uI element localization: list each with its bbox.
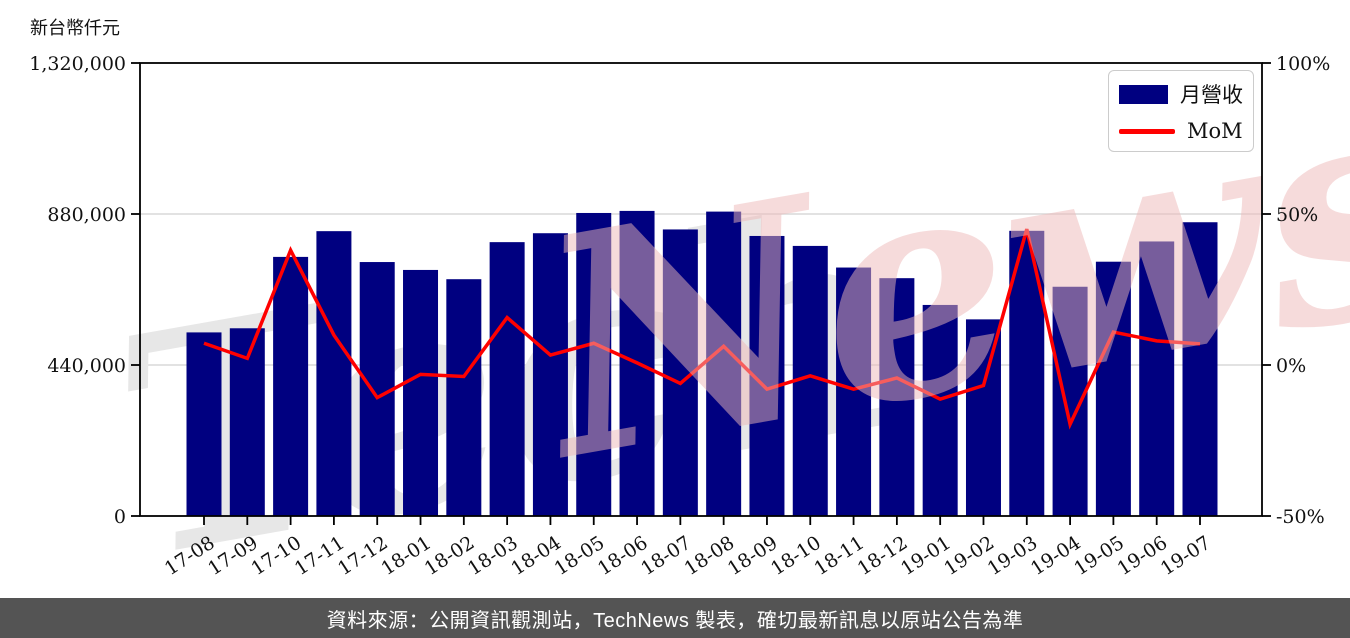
x-axis-tick-label: 17-08 — [161, 532, 219, 580]
legend-label-revenue: 月營收 — [1180, 83, 1243, 107]
x-axis-tick-label: 18-07 — [637, 532, 695, 580]
revenue-bar — [1095, 261, 1131, 516]
right-axis-tick-label: 0% — [1276, 355, 1306, 377]
revenue-bar — [489, 242, 525, 516]
revenue-bar — [706, 211, 742, 517]
x-axis-tick-label: 18-01 — [377, 532, 435, 580]
source-footer-text: 資料來源：公開資訊觀測站，TechNews 製表，確切最新訊息以原站公告為準 — [326, 609, 1024, 632]
revenue-bar — [879, 278, 915, 516]
x-axis-tick-label: 18-05 — [551, 532, 609, 580]
x-axis-tick-label: 19-06 — [1113, 532, 1171, 580]
x-axis-tick-label: 18-12 — [854, 532, 912, 580]
x-axis-tick-label: 17-11 — [291, 532, 349, 580]
revenue-bar — [576, 212, 612, 516]
x-axis-tick-label: 17-10 — [247, 532, 305, 580]
left-axis-unit-label: 新台幣仟元 — [30, 18, 120, 39]
left-axis-tick-label: 880,000 — [47, 204, 126, 226]
revenue-bar — [446, 279, 482, 516]
left-axis-tick-label: 1,320,000 — [29, 53, 126, 75]
x-axis-tick-label: 17-09 — [204, 532, 262, 580]
x-axis-tick-label: 18-02 — [421, 532, 479, 580]
legend-item-mom: MoM — [1119, 119, 1243, 143]
x-axis-tick-label: 19-01 — [897, 532, 955, 580]
revenue-bar — [1139, 241, 1175, 517]
revenue-bar — [359, 262, 395, 516]
revenue-bar — [403, 269, 439, 516]
x-axis-tick-label: 18-10 — [767, 532, 825, 580]
x-axis-tick-label: 18-11 — [810, 532, 868, 580]
x-axis-tick-label: 18-04 — [507, 532, 565, 580]
x-axis-tick-label: 17-12 — [334, 532, 392, 580]
x-axis-tick-label: 18-03 — [464, 532, 522, 580]
source-footer: 資料來源：公開資訊觀測站，TechNews 製表，確切最新訊息以原站公告為準 — [0, 598, 1350, 638]
left-axis-tick-label: 0 — [114, 506, 126, 528]
mom-line-swatch — [1119, 128, 1175, 134]
mom-line — [203, 228, 1201, 430]
right-axis-tick-label: 100% — [1276, 53, 1330, 75]
x-axis-tick-label: 19-07 — [1157, 532, 1215, 580]
x-axis-tick-label: 18-09 — [724, 532, 782, 580]
x-axis-tick-label: 19-03 — [984, 532, 1042, 580]
x-axis-tick-label: 19-05 — [1070, 532, 1128, 580]
revenue-bar — [836, 267, 872, 516]
revenue-bar — [273, 256, 309, 516]
right-axis-tick-label: 50% — [1276, 204, 1318, 226]
revenue-bar — [316, 231, 352, 516]
revenue-bar — [965, 319, 1001, 516]
revenue-bar-swatch — [1119, 84, 1168, 104]
x-axis-tick-label: 19-02 — [940, 532, 998, 580]
revenue-bar — [922, 304, 958, 516]
right-axis-tick-label: -50% — [1276, 506, 1325, 528]
legend: 月營收 MoM — [1108, 70, 1254, 152]
x-axis-tick-label: 19-04 — [1027, 532, 1085, 580]
revenue-bar — [532, 233, 568, 516]
legend-label-mom: MoM — [1187, 119, 1243, 143]
left-axis-tick-label: 440,000 — [47, 355, 126, 377]
legend-item-revenue: 月營收 — [1119, 79, 1243, 109]
x-axis-tick-label: 18-06 — [594, 532, 652, 580]
revenue-bar — [186, 332, 222, 516]
x-axis-tick-label: 18-08 — [680, 532, 738, 580]
plot-border — [139, 62, 1263, 517]
revenue-bar — [1182, 222, 1218, 516]
